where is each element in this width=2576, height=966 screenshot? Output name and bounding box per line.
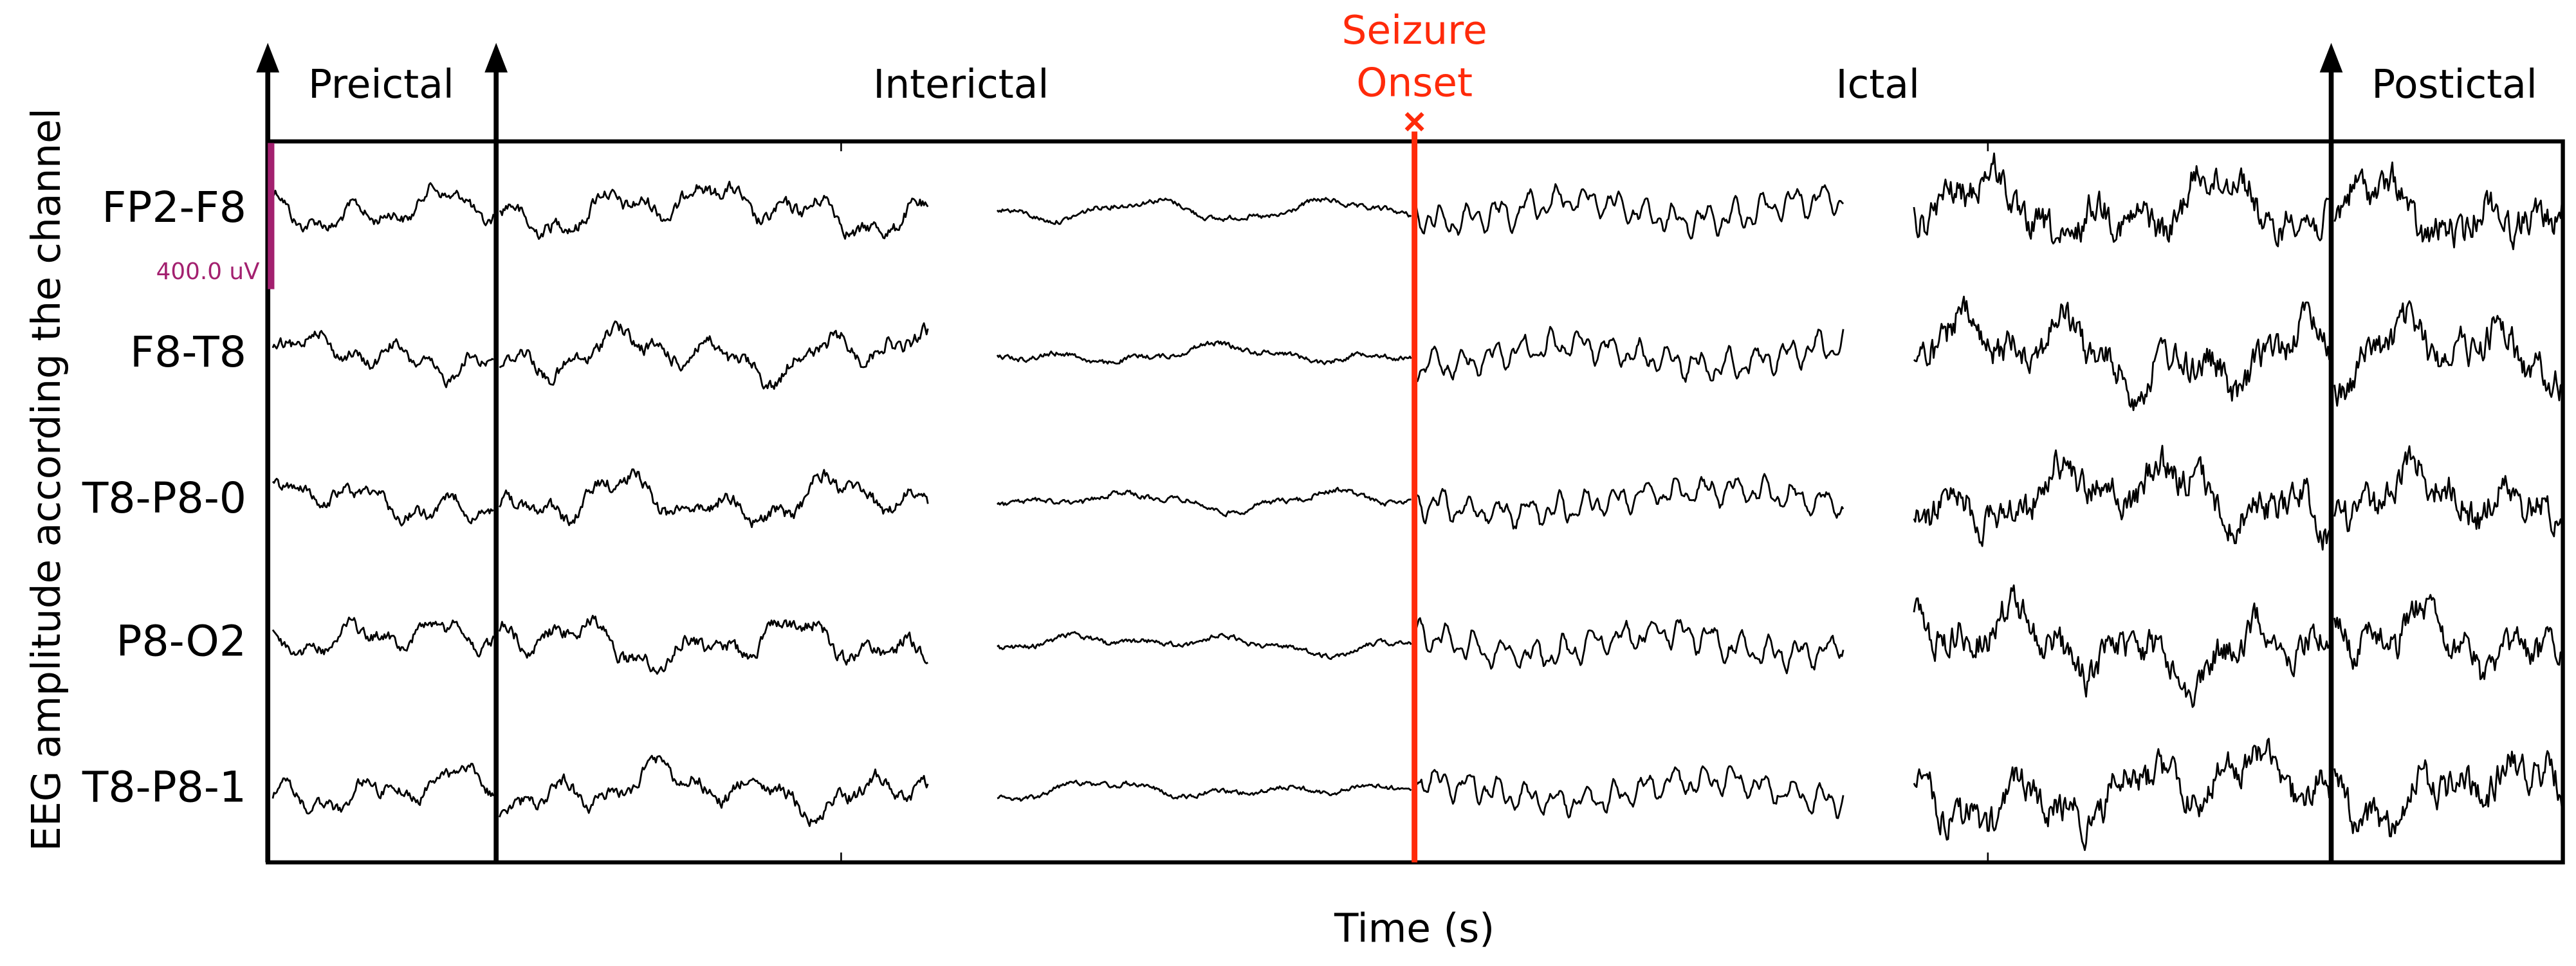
eeg-trace <box>498 754 929 827</box>
eeg-trace <box>1415 765 1845 819</box>
onset-marker <box>1404 112 1424 132</box>
eeg-trace <box>1913 584 2330 708</box>
eeg-trace <box>499 181 929 240</box>
channel-label: P8-O2 <box>116 615 247 666</box>
eeg-trace <box>1415 325 1845 383</box>
eeg-trace <box>1415 183 1845 240</box>
onset-label: Onset <box>1356 60 1473 106</box>
arrow-head <box>2319 42 2343 73</box>
eeg-trace <box>2333 750 2563 837</box>
channel-label: F8-T8 <box>130 327 246 377</box>
eeg-trace <box>996 340 1412 365</box>
eeg-trace <box>271 330 494 388</box>
eeg-trace <box>499 320 929 390</box>
eeg-trace <box>997 487 1412 518</box>
eeg-trace <box>1913 444 2330 551</box>
eeg-trace <box>499 468 929 529</box>
channel-label: T8-P8-0 <box>82 473 246 523</box>
channel-labels: FP2-F8 F8-T8 T8-P8-0 P8-O2 T8-P8-1 <box>82 182 246 812</box>
eeg-trace <box>272 182 495 233</box>
phase-label: Preictal <box>308 62 454 107</box>
traces <box>271 152 2563 852</box>
phase-label: Ictal <box>1836 62 1920 107</box>
eeg-trace <box>498 614 929 675</box>
eeg-trace <box>271 616 495 658</box>
eeg-trace <box>1415 473 1845 530</box>
eeg-trace <box>996 197 1412 225</box>
eeg-trace <box>997 779 1412 802</box>
arrow-head <box>256 42 280 73</box>
channel-label: T8-P8-1 <box>82 762 246 812</box>
eeg-trace <box>2333 445 2563 538</box>
phase-label: Postictal <box>2371 62 2537 107</box>
eeg-trace <box>2333 161 2563 251</box>
eeg-trace <box>271 763 495 815</box>
arrow-head <box>484 42 508 73</box>
channel-label: FP2-F8 <box>102 182 246 232</box>
eeg-trace <box>1913 152 2330 248</box>
scale-label: 400.0 uV <box>156 259 260 285</box>
eeg-trace <box>1913 738 2330 852</box>
onset-label: Seizure <box>1342 8 1487 53</box>
eeg-trace <box>271 477 494 527</box>
marker-stroke <box>1404 112 1424 132</box>
eeg-trace <box>1913 295 2330 412</box>
y-axis-label: EEG amplitude according the channel <box>24 108 69 851</box>
eeg-trace <box>997 631 1412 661</box>
phase-label: Interictal <box>873 62 1049 107</box>
x-axis-label: Time (s) <box>1334 906 1495 952</box>
eeg-trace <box>2333 594 2563 680</box>
eeg-trace <box>2333 300 2563 407</box>
eeg-trace <box>1415 617 1845 675</box>
